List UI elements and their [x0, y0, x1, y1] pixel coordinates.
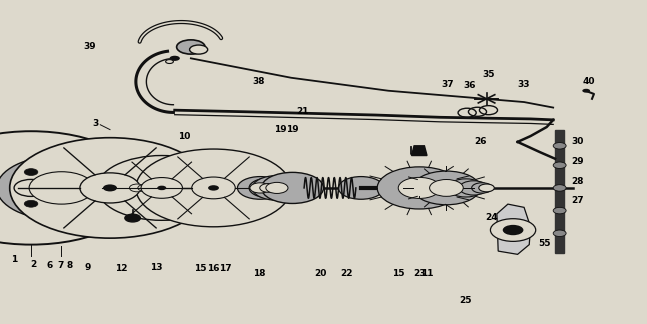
Text: 13: 13 — [150, 263, 163, 272]
Polygon shape — [555, 130, 564, 253]
Circle shape — [338, 177, 384, 199]
Text: 37: 37 — [441, 80, 454, 89]
Circle shape — [0, 131, 144, 245]
Circle shape — [430, 179, 463, 196]
Circle shape — [143, 184, 159, 192]
Text: 33: 33 — [518, 80, 531, 89]
Circle shape — [237, 177, 283, 199]
Text: 27: 27 — [571, 196, 584, 205]
Text: 25: 25 — [459, 296, 472, 305]
Circle shape — [490, 219, 536, 241]
Circle shape — [377, 167, 461, 209]
Text: 6: 6 — [47, 261, 53, 270]
Text: 35: 35 — [482, 70, 495, 79]
Circle shape — [190, 45, 208, 54]
Circle shape — [266, 182, 288, 193]
Circle shape — [25, 169, 38, 176]
Circle shape — [252, 176, 302, 200]
Circle shape — [14, 179, 48, 196]
Text: 15: 15 — [194, 264, 207, 273]
Text: 30: 30 — [571, 137, 584, 146]
Text: 2: 2 — [30, 260, 37, 269]
Circle shape — [177, 40, 205, 54]
Circle shape — [192, 177, 236, 199]
Text: 36: 36 — [463, 81, 476, 90]
Circle shape — [136, 149, 291, 227]
Text: 22: 22 — [340, 269, 353, 278]
Circle shape — [80, 173, 140, 203]
Circle shape — [553, 230, 566, 237]
Circle shape — [0, 156, 126, 220]
Circle shape — [448, 179, 484, 197]
Circle shape — [103, 184, 117, 191]
Text: 40: 40 — [582, 77, 595, 86]
Circle shape — [170, 56, 180, 61]
Circle shape — [479, 184, 494, 192]
Text: 55: 55 — [538, 239, 551, 248]
Circle shape — [472, 183, 492, 193]
Circle shape — [97, 156, 226, 220]
Circle shape — [125, 214, 140, 222]
Circle shape — [166, 60, 173, 64]
Circle shape — [553, 143, 566, 149]
Circle shape — [553, 162, 566, 168]
Circle shape — [249, 178, 288, 198]
Text: 15: 15 — [391, 269, 404, 278]
Circle shape — [118, 178, 157, 198]
Circle shape — [25, 200, 38, 207]
Text: 19: 19 — [286, 125, 299, 134]
Circle shape — [29, 172, 94, 204]
Circle shape — [138, 185, 151, 191]
Circle shape — [553, 185, 566, 191]
Text: 17: 17 — [219, 264, 232, 273]
Circle shape — [261, 172, 324, 203]
Circle shape — [141, 178, 182, 198]
Polygon shape — [395, 181, 408, 194]
Text: 18: 18 — [252, 269, 265, 278]
Text: 16: 16 — [207, 264, 220, 273]
Text: 39: 39 — [83, 41, 96, 51]
Text: 20: 20 — [314, 269, 327, 278]
Circle shape — [250, 183, 270, 193]
Text: 23: 23 — [413, 269, 426, 278]
Circle shape — [503, 225, 523, 235]
Text: 38: 38 — [252, 76, 265, 86]
Text: 9: 9 — [84, 263, 91, 272]
Text: 24: 24 — [485, 213, 498, 222]
Text: 7: 7 — [57, 261, 63, 270]
Text: 11: 11 — [421, 269, 433, 278]
Circle shape — [129, 184, 145, 192]
Text: 1: 1 — [11, 255, 17, 264]
Text: 29: 29 — [571, 157, 584, 167]
Circle shape — [459, 181, 488, 195]
Circle shape — [259, 184, 278, 192]
Polygon shape — [411, 146, 427, 156]
Text: 12: 12 — [115, 264, 128, 273]
Text: 10: 10 — [178, 132, 191, 141]
Text: 8: 8 — [67, 261, 73, 270]
Circle shape — [553, 207, 566, 214]
Circle shape — [208, 185, 219, 191]
Text: 26: 26 — [474, 137, 487, 146]
Polygon shape — [497, 204, 531, 254]
Circle shape — [582, 89, 590, 93]
Circle shape — [157, 186, 166, 190]
Circle shape — [128, 180, 160, 196]
Circle shape — [171, 181, 197, 194]
Circle shape — [399, 178, 440, 198]
Circle shape — [10, 138, 210, 238]
Circle shape — [413, 171, 480, 205]
Circle shape — [175, 180, 207, 196]
Circle shape — [131, 178, 170, 198]
Text: 3: 3 — [93, 119, 99, 128]
Text: 21: 21 — [296, 107, 309, 116]
Text: 19: 19 — [274, 125, 287, 134]
Text: 28: 28 — [571, 177, 584, 186]
